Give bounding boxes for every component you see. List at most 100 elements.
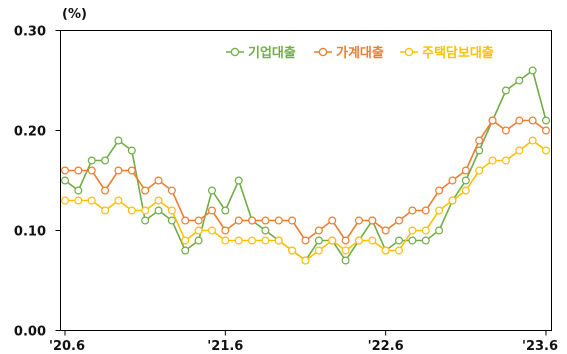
data-point [301,236,310,245]
data-point [87,156,96,165]
data-point [181,236,190,245]
data-point [127,166,136,175]
data-point [127,146,136,155]
data-point [248,236,257,245]
data-point [461,166,470,175]
data-point [448,196,457,205]
data-point [141,186,150,195]
data-point [261,236,270,245]
data-point [221,226,230,235]
data-point [461,176,470,185]
data-point [221,236,230,245]
data-point [501,86,510,95]
data-point [435,226,444,235]
data-point [354,236,363,245]
legend: 기업대출 가계대출 주택담보대출 [226,45,494,61]
data-point [167,216,176,225]
data-point [421,206,430,215]
data-point [528,136,537,145]
data-point [154,196,163,205]
data-point [381,226,390,235]
legend-label: 주택담보대출 [422,45,494,61]
y-tick-label: 0.10 [14,225,46,240]
data-point [288,246,297,255]
y-tick-label: 0.00 [14,325,46,340]
series-line [64,69,547,262]
data-point [408,226,417,235]
legend-label: 가계대출 [336,45,384,61]
data-point [288,216,297,225]
data-point [194,216,203,225]
plot-area [60,30,552,331]
data-point [74,186,83,195]
data-point [421,226,430,235]
data-point [528,66,537,75]
data-point [461,186,470,195]
data-point [248,216,257,225]
data-point [314,236,323,245]
plot-frame [60,30,552,331]
y-tick-label: 0.30 [14,25,46,40]
series-layer [60,66,550,265]
data-point [475,166,484,175]
data-point [60,166,69,175]
data-point [141,206,150,215]
data-point [207,206,216,215]
data-point [101,206,110,215]
data-point [87,196,96,205]
data-point [74,196,83,205]
data-point [181,246,190,255]
data-point [341,256,350,265]
data-point [167,206,176,215]
data-point [114,136,123,145]
data-point [221,206,230,215]
data-point [261,226,270,235]
data-point [368,236,377,245]
legend-item-주택담보대출: 주택담보대출 [400,45,494,61]
x-axis-ticks: '20.6 '21.6 '22.6 '23.6 [49,330,558,354]
data-point [154,176,163,185]
data-point [194,226,203,235]
series-가계대출 [60,116,550,245]
data-point [207,186,216,195]
data-point [435,206,444,215]
data-point [274,236,283,245]
data-point [74,166,83,175]
data-point [114,196,123,205]
data-point [328,236,337,245]
data-point [207,226,216,235]
data-point [60,196,69,205]
data-point [541,116,550,125]
series-기업대출 [60,66,550,265]
x-tick-label: '21.6 [207,339,243,354]
series-주택담보대출 [60,136,550,265]
data-point [501,156,510,165]
data-point [87,166,96,175]
data-point [101,186,110,195]
y-axis-unit-label: (%) [62,7,87,22]
data-point [448,176,457,185]
legend-label: 기업대출 [248,45,296,61]
data-point [435,186,444,195]
data-point [194,236,203,245]
data-point [488,116,497,125]
data-point [354,216,363,225]
legend-swatch-marker [230,47,240,57]
data-point [127,206,136,215]
data-point [528,116,537,125]
data-point [154,206,163,215]
data-point [515,116,524,125]
data-point [541,146,550,155]
data-point [408,236,417,245]
data-point [475,146,484,155]
data-point [395,236,404,245]
x-tick-label: '22.6 [368,339,404,354]
data-point [114,166,123,175]
data-point [301,256,310,265]
data-point [515,76,524,85]
data-point [181,216,190,225]
data-point [101,156,110,165]
x-tick-label: '23.6 [522,339,558,354]
data-point [341,246,350,255]
